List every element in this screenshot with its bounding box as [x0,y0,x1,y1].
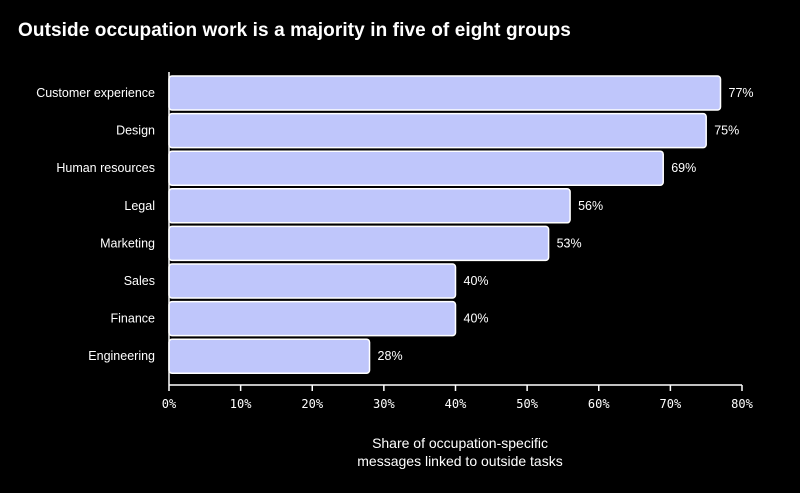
x-tick-label-70: 70% [660,397,682,411]
value-label-sales: 40% [464,274,489,288]
bar-engineering [168,338,371,374]
chart-title: Outside occupation work is a majority in… [18,20,571,41]
category-label-human-resources: Human resources [56,161,155,175]
x-axis-title: Share of occupation-specific messages li… [290,434,630,470]
category-label-customer-experience: Customer experience [36,86,155,100]
x-tick-label-40: 40% [445,397,467,411]
x-tick-label-80: 80% [731,397,753,411]
bar-marketing [168,225,550,262]
x-tick-label-50: 50% [516,397,538,411]
x-axis-title-line-1: Share of occupation-specific [372,435,548,451]
x-axis-title-line-2: messages linked to outside tasks [357,453,563,469]
bar-customer-experience [168,75,722,111]
bar-sales [168,263,457,299]
category-label-finance: Finance [111,312,156,326]
bar-human-resources [168,150,664,186]
value-label-customer-experience: 77% [729,86,754,100]
value-label-legal: 56% [578,199,603,213]
bar-finance [168,300,457,337]
bar-design [168,112,707,149]
value-label-marketing: 53% [557,236,582,250]
value-label-finance: 40% [464,312,489,326]
bar-legal [168,188,571,224]
x-tick-label-30: 30% [373,397,395,411]
value-label-design: 75% [714,124,739,138]
bars-layer: Customer experience 77% Design 75% Human res… [36,75,754,374]
category-label-engineering: Engineering [88,349,155,363]
value-label-engineering: 28% [378,349,403,363]
category-label-marketing: Marketing [100,236,155,250]
x-tick-label-20: 20% [301,397,323,411]
x-tick-label-0: 0% [162,397,177,411]
category-label-legal: Legal [124,199,155,213]
x-tick-label-10: 10% [230,397,252,411]
category-label-sales: Sales [124,274,155,288]
x-axis: 0% 10% 20% 30% 40% 50% 60% 70% 80% [162,72,754,411]
x-tick-label-60: 60% [588,397,610,411]
category-label-design: Design [116,124,155,138]
value-label-human-resources: 69% [671,161,696,175]
